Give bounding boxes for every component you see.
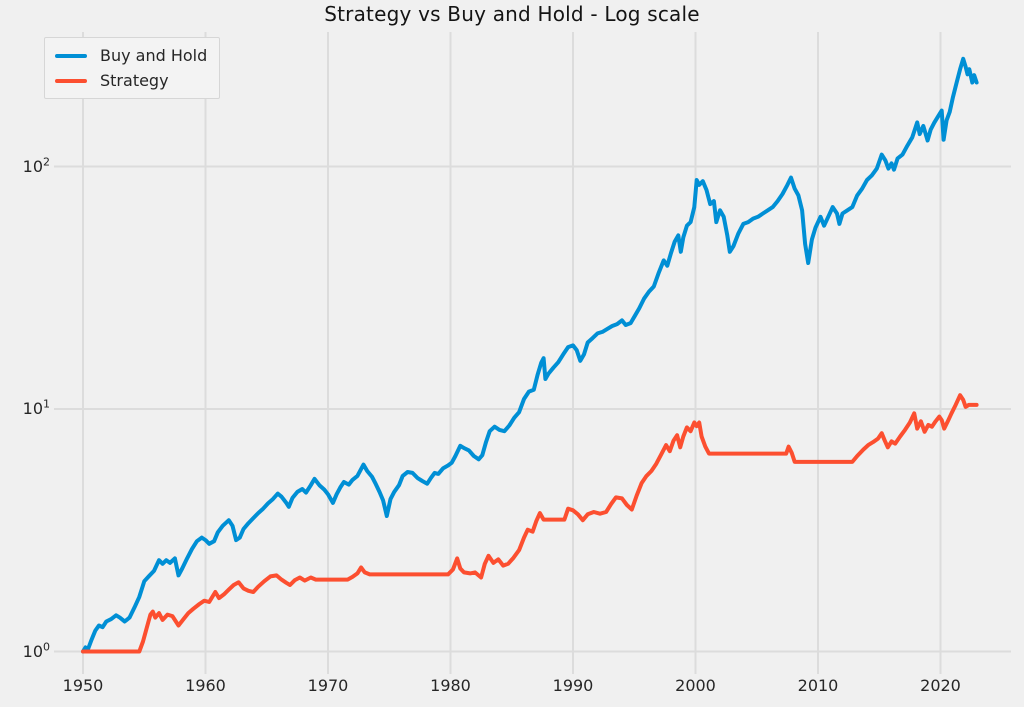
series-line-buy-and-hold <box>81 56 979 654</box>
chart-title: Strategy vs Buy and Hold - Log scale <box>324 2 700 26</box>
x-tick-label: 1950 <box>62 676 104 695</box>
strategy-line-swatch <box>55 78 87 83</box>
y-tick-label: 100 <box>22 640 50 661</box>
buy-and-hold-line-swatch <box>55 53 87 58</box>
y-tick-label: 102 <box>22 155 50 176</box>
legend-label-strategy: Strategy <box>100 71 169 90</box>
x-tick-label: 2020 <box>920 676 961 695</box>
x-tick-label: 2000 <box>675 676 716 695</box>
legend: Buy and Hold Strategy <box>44 37 221 99</box>
x-tick-label: 2010 <box>797 676 839 695</box>
legend-item-buy-and-hold: Buy and Hold <box>55 46 207 65</box>
legend-item-strategy: Strategy <box>55 71 207 90</box>
x-tick-label: 1990 <box>552 676 594 695</box>
y-tick-label: 101 <box>22 397 50 418</box>
x-tick-label: 1960 <box>185 676 226 695</box>
legend-label-buy-and-hold: Buy and Hold <box>100 46 208 65</box>
x-tick-label: 1970 <box>307 676 349 695</box>
x-tick-label: 1980 <box>430 676 471 695</box>
series-line-strategy <box>81 393 979 654</box>
